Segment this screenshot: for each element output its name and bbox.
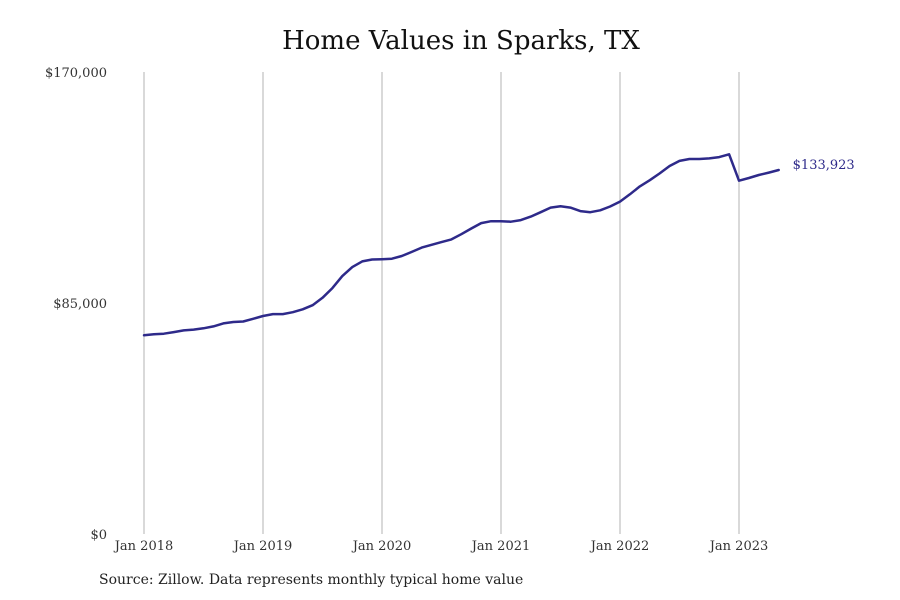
end-value-label: $133,923	[793, 158, 855, 173]
y-tick-label: $85,000	[53, 297, 107, 312]
x-tick-label: Jan 2018	[113, 539, 174, 554]
x-axis-ticks: Jan 2018 Jan 2019 Jan 2020 Jan 2021 Jan 2022…	[113, 539, 769, 554]
x-tick-label: Jan 2023	[708, 539, 769, 554]
x-tick-label: Jan 2022	[589, 539, 650, 554]
x-tick-label: Jan 2020	[351, 539, 412, 554]
x-gridlines	[143, 72, 740, 534]
series-line	[142, 153, 780, 337]
y-tick-label: $0	[90, 528, 107, 543]
x-tick-label: Jan 2021	[470, 539, 531, 554]
source-note: Source: Zillow. Data represents monthly …	[99, 572, 524, 588]
y-axis-ticks: $0 $85,000 $170,000	[45, 66, 107, 543]
chart-title: Home Values in Sparks, TX	[282, 26, 640, 56]
x-tick-label: Jan 2019	[232, 539, 293, 554]
y-tick-label: $170,000	[45, 66, 107, 81]
